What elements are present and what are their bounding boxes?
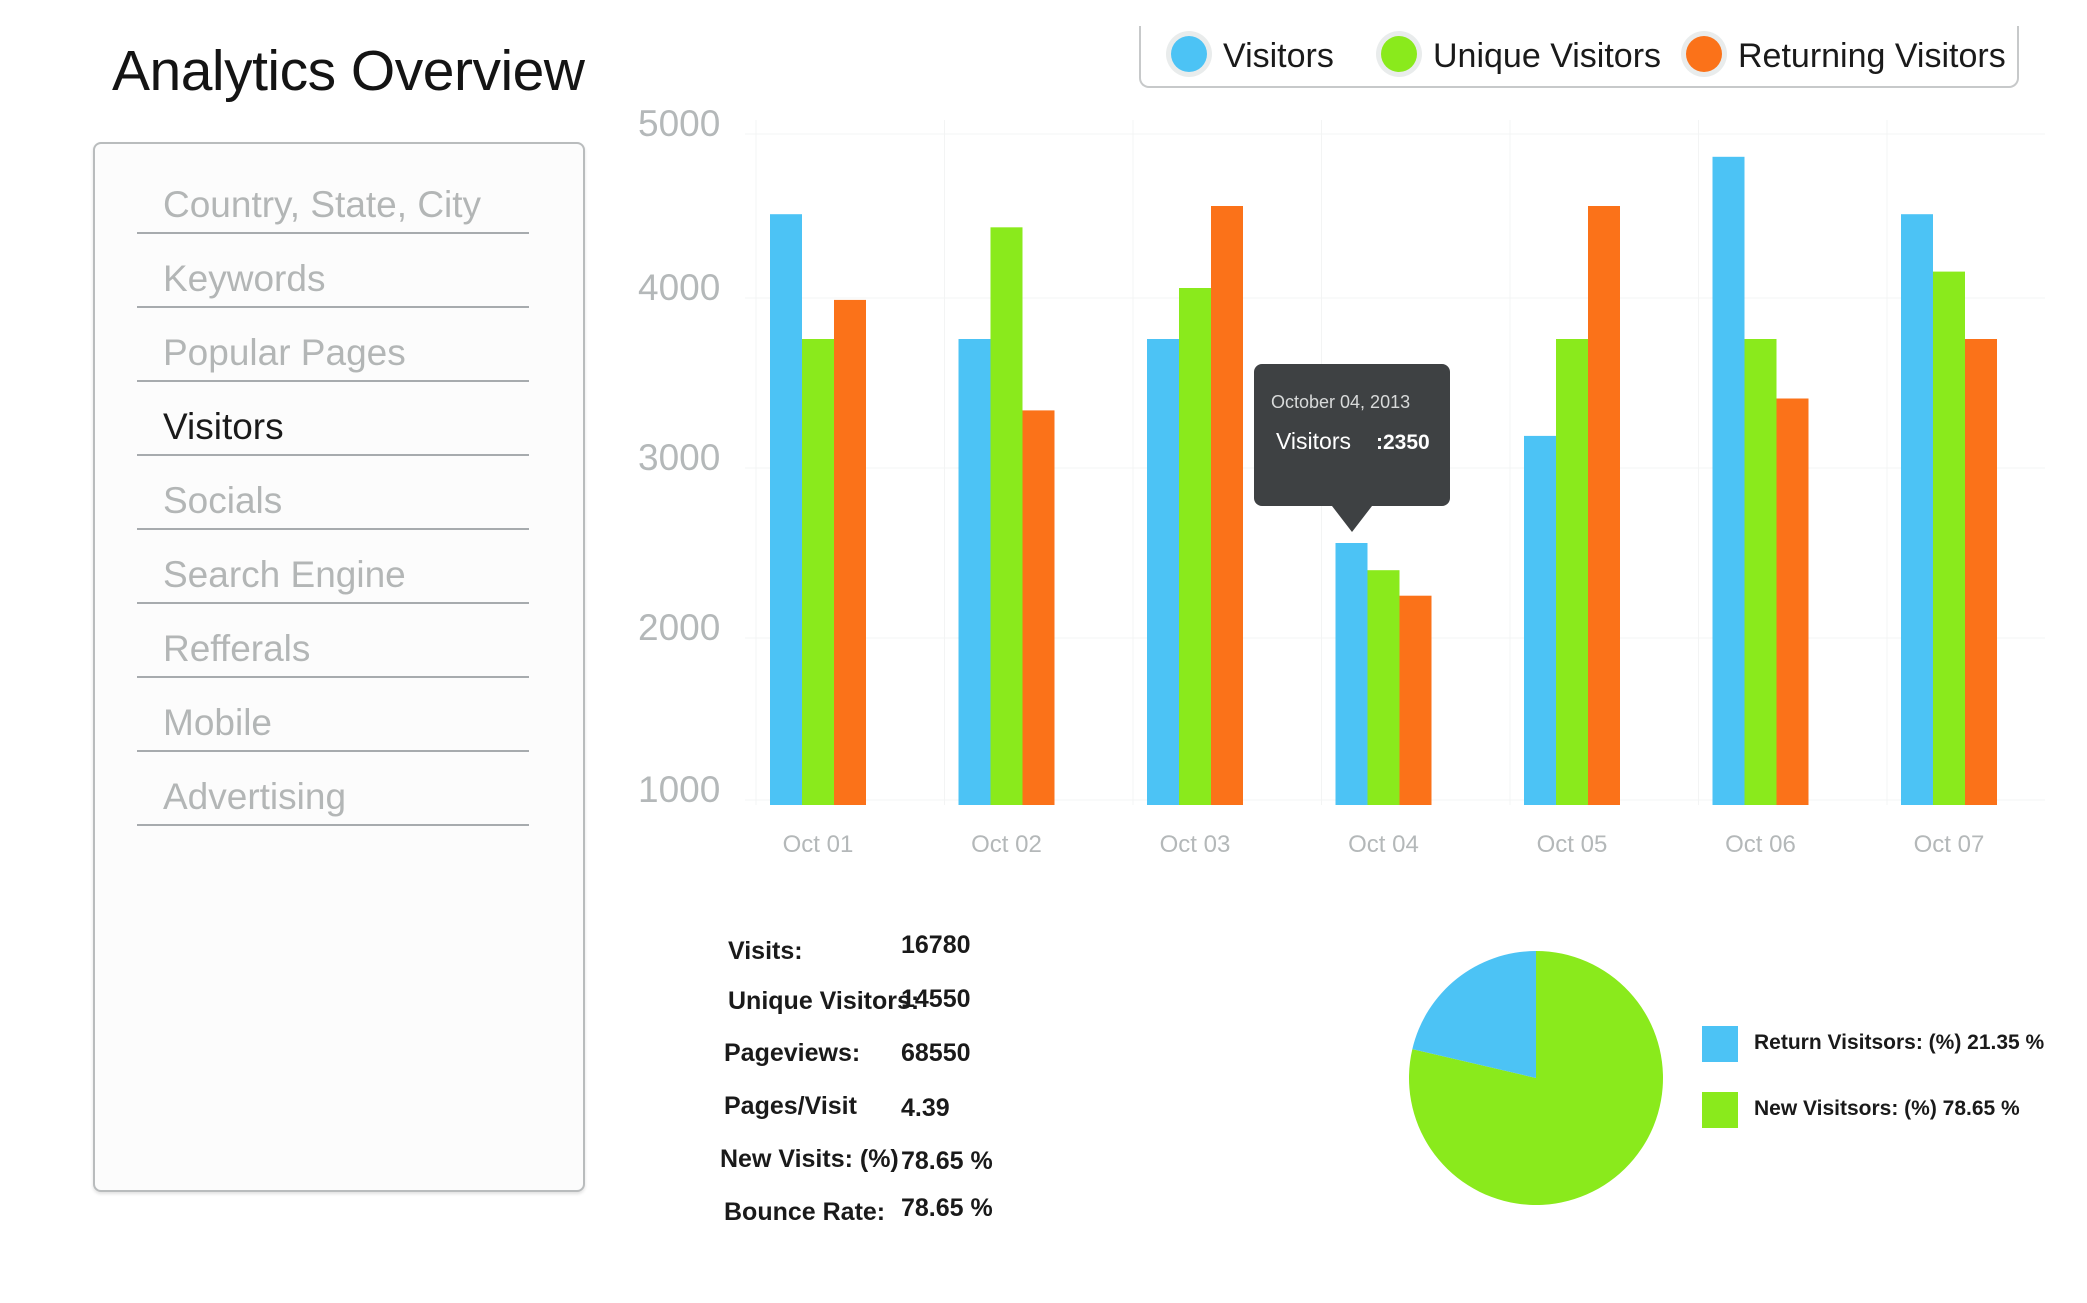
legend-label: Returning Visitors	[1738, 37, 2006, 75]
new-visitors-swatch-icon	[1702, 1092, 1738, 1128]
x-tick-label: Oct 07	[1914, 831, 1985, 858]
x-tick-label: Oct 03	[1160, 831, 1231, 858]
sidebar-item-label: Search Engine	[163, 554, 406, 595]
stat-value: 68550	[901, 1039, 971, 1067]
stat-label: Bounce Rate:	[724, 1198, 886, 1226]
bar	[1399, 595, 1432, 805]
chart-legend: Visitors Unique Visitors Returning Visit…	[1139, 26, 2019, 88]
sidebar-item-label: Popular Pages	[163, 332, 406, 373]
sidebar-item-label: Country, State, City	[163, 184, 482, 225]
y-tick-label: 4000	[638, 267, 720, 308]
pie-legend-label: New Visitsors: (%) 78.65 %	[1754, 1097, 2020, 1120]
bar	[802, 339, 834, 805]
sidebar-item-advertising[interactable]: Advertising	[137, 754, 529, 826]
sidebar-item-refferals[interactable]: Refferals	[137, 606, 529, 678]
bar	[990, 227, 1023, 805]
stat-label: Pages/Visit	[724, 1092, 857, 1120]
sidebar-item-label: Socials	[163, 480, 283, 521]
sidebar-item-mobile[interactable]: Mobile	[137, 680, 529, 752]
tooltip-value: :2350	[1376, 431, 1430, 454]
bar	[1367, 570, 1400, 805]
unique-visitors-dot-icon	[1381, 36, 1417, 72]
sidebar-item-label: Mobile	[163, 702, 272, 743]
sidebar-item-keywords[interactable]: Keywords	[137, 236, 529, 308]
sidebar-item-label: Refferals	[163, 628, 311, 669]
sidebar-item-visitors[interactable]: Visitors	[137, 384, 529, 456]
bar	[1335, 543, 1368, 805]
tooltip-box	[1254, 364, 1450, 506]
stat-value: 14550	[901, 985, 971, 1013]
bar	[1965, 339, 1997, 805]
return-visitors-swatch-icon	[1702, 1026, 1738, 1062]
y-tick-label: 3000	[638, 437, 720, 478]
bar	[1524, 435, 1556, 805]
returning-visitors-dot-icon	[1686, 36, 1722, 72]
pie-slice	[1412, 951, 1536, 1078]
bar	[1179, 288, 1211, 805]
sidebar-item-country-state-city[interactable]: Country, State, City	[137, 162, 529, 234]
bar	[834, 299, 866, 805]
sidebar-item-label: Visitors	[163, 406, 284, 447]
stat-label: New Visits: (%)	[720, 1145, 899, 1173]
bar	[1022, 410, 1055, 805]
tooltip-label: Visitors	[1276, 428, 1351, 454]
bar	[1147, 339, 1179, 805]
legend-label: Visitors	[1223, 37, 1334, 75]
sidebar-item-label: Advertising	[163, 776, 347, 817]
x-tick-label: Oct 04	[1348, 831, 1419, 858]
bar	[1556, 339, 1588, 805]
bar	[1901, 214, 1933, 805]
sidebar-item-label: Keywords	[163, 258, 326, 299]
y-tick-label: 1000	[638, 769, 720, 810]
x-tick-label: Oct 05	[1537, 831, 1608, 858]
sidebar: Country, State, City Keywords Popular Pa…	[93, 142, 585, 1192]
stat-value: 78.65 %	[901, 1147, 993, 1175]
stat-value: 4.39	[901, 1094, 950, 1122]
y-tick-label: 2000	[638, 607, 720, 648]
sidebar-item-popular-pages[interactable]: Popular Pages	[137, 310, 529, 382]
bar	[1712, 156, 1745, 806]
sidebar-item-search-engine[interactable]: Search Engine	[137, 532, 529, 604]
legend-label: Unique Visitors	[1433, 37, 1662, 75]
page-title: Analytics Overview	[112, 39, 585, 103]
stat-label: Visits:	[728, 937, 803, 965]
bar	[770, 214, 802, 805]
bar	[958, 339, 991, 805]
x-tick-label: Oct 06	[1725, 831, 1796, 858]
tooltip-date: October 04, 2013	[1271, 392, 1410, 412]
bar	[1776, 398, 1809, 805]
x-tick-label: Oct 02	[971, 831, 1042, 858]
stat-value: 16780	[901, 931, 971, 959]
bar	[1933, 271, 1965, 806]
stat-value: 78.65 %	[901, 1194, 993, 1222]
stat-label: Pageviews:	[724, 1039, 861, 1067]
bar	[1588, 206, 1620, 805]
stat-label: Unique Visitors:	[728, 987, 920, 1015]
tooltip-arrow	[1332, 506, 1372, 532]
sidebar-item-socials[interactable]: Socials	[137, 458, 529, 530]
y-tick-label: 5000	[638, 103, 720, 144]
pie-legend-label: Return Visitsors: (%) 21.35 %	[1754, 1031, 2045, 1054]
bar	[1744, 339, 1777, 805]
bar	[1211, 206, 1243, 805]
x-tick-label: Oct 01	[783, 831, 854, 858]
visitors-dot-icon	[1171, 36, 1207, 72]
